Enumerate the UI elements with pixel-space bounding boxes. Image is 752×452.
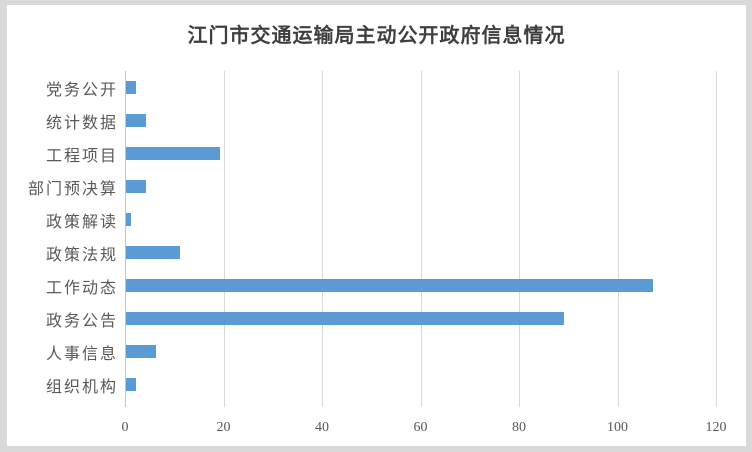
category-label: 政策法规 xyxy=(45,246,118,264)
category-axis-line xyxy=(125,71,126,407)
category-label: 人事信息 xyxy=(45,345,118,363)
x-tick-label: 40 xyxy=(315,420,329,435)
bar-chart: 江门市交通运输局主动公开政府信息情况 党务公开统计数据工程项目部门预决算政策解读… xyxy=(7,5,746,446)
category-axis: 党务公开统计数据工程项目部门预决算政策解读政策法规工作动态政务公告人事信息组织机… xyxy=(7,71,118,401)
bar xyxy=(126,114,146,127)
gridline xyxy=(716,71,717,407)
category-label: 统计数据 xyxy=(45,114,118,132)
bar xyxy=(126,246,181,259)
bar xyxy=(126,147,220,160)
bar xyxy=(126,180,146,193)
bar xyxy=(126,378,136,391)
category-label: 组织机构 xyxy=(45,378,118,396)
category-label: 党务公开 xyxy=(45,81,118,99)
x-tick-label: 120 xyxy=(705,420,727,435)
x-tick-label: 0 xyxy=(121,420,129,435)
plot-area xyxy=(125,71,717,407)
bar xyxy=(126,345,156,358)
x-tick-label: 100 xyxy=(607,420,628,435)
category-label: 工作动态 xyxy=(45,279,118,297)
bar xyxy=(126,312,565,325)
bar xyxy=(126,213,131,226)
x-tick-label: 80 xyxy=(512,420,526,435)
category-label: 政策解读 xyxy=(45,213,118,231)
value-axis: 0 20 40 60 80 100 120 xyxy=(121,420,727,440)
gridline xyxy=(223,71,225,407)
chart-title: 江门市交通运输局主动公开政府信息情况 xyxy=(187,25,566,47)
category-label: 政务公告 xyxy=(45,312,118,330)
category-label: 工程项目 xyxy=(45,147,118,165)
gridline xyxy=(420,71,422,407)
gridline xyxy=(519,71,520,407)
gridline xyxy=(322,71,323,407)
bar xyxy=(126,279,653,292)
bar xyxy=(126,81,136,94)
gridline xyxy=(617,71,619,407)
x-tick-label: 60 xyxy=(413,420,428,435)
category-label: 部门预决算 xyxy=(27,180,118,198)
x-tick-label: 20 xyxy=(216,420,231,435)
